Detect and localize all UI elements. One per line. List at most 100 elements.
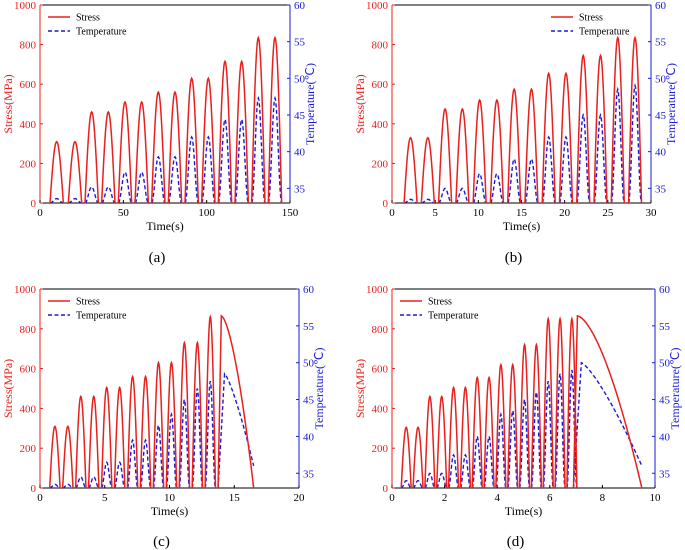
x-tick-label: 10 — [164, 492, 176, 504]
y-tick-label: 400 — [372, 403, 389, 415]
x-tick-label: 5 — [102, 492, 108, 504]
x-tick-label: 15 — [516, 207, 528, 219]
y2-tick-label: 45 — [655, 110, 667, 122]
y-tick-label: 600 — [372, 364, 389, 376]
legend-temperature-label: Temperature — [428, 311, 479, 322]
x-tick-label: 30 — [646, 207, 658, 219]
x-tick-label: 0 — [37, 492, 43, 504]
x-tick-label: 8 — [600, 492, 606, 504]
y-tick-label: 200 — [372, 443, 389, 455]
legend: Stress Temperature — [400, 297, 479, 322]
x-tick-label: 4 — [494, 492, 500, 504]
legend-temperature-label: Temperature — [579, 27, 630, 38]
y-tick-label: 800 — [372, 40, 389, 52]
y2-tick-label: 55 — [659, 321, 671, 333]
y2-tick-label: 55 — [303, 321, 315, 333]
y2-axis-label: Temperature(℃) — [312, 348, 326, 430]
legend: Stress Temperature — [48, 13, 127, 38]
chart-panel-b: 0 5 10 15 20 25 30 0 200 400 600 800 1000 35 40 45 50 55 6… — [353, 0, 678, 266]
y2-tick-label: 45 — [303, 395, 315, 407]
y-axis-label: Stress(MPa) — [1, 74, 15, 133]
y2-axis-label: Temperature(℃) — [668, 348, 682, 430]
y2-tick-label: 55 — [294, 37, 306, 49]
y2-axis-label: Temperature(℃) — [303, 63, 317, 145]
y-tick-label: 400 — [372, 119, 389, 131]
legend: Stress Temperature — [48, 297, 127, 322]
temperature-series-line — [49, 95, 283, 204]
y-tick-label: 400 — [20, 403, 37, 415]
x-tick-label: 20 — [559, 207, 571, 219]
y-tick-label: 400 — [20, 119, 37, 131]
y-tick-label: 800 — [372, 324, 389, 336]
y2-tick-label: 50 — [655, 73, 667, 85]
x-tick-label: 15 — [229, 492, 241, 504]
x-axis-label: Time(s) — [503, 219, 541, 233]
x-tick-label: 0 — [389, 207, 395, 219]
legend-stress-label: Stress — [579, 13, 603, 24]
y-tick-label: 1000 — [14, 284, 37, 296]
x-tick-label: 5 — [432, 207, 438, 219]
y2-tick-label: 60 — [655, 0, 667, 12]
y-tick-label: 1000 — [366, 0, 389, 12]
panel-caption: (a) — [149, 250, 166, 266]
y2-tick-label: 45 — [659, 395, 671, 407]
y-tick-label: 0 — [31, 483, 37, 495]
y2-tick-label: 50 — [303, 358, 315, 370]
legend-temperature-label: Temperature — [76, 27, 127, 38]
y-axis-label: Stress(MPa) — [353, 359, 367, 418]
legend-stress-label: Stress — [76, 297, 100, 308]
x-tick-label: 2 — [442, 492, 448, 504]
x-tick-label: 10 — [473, 207, 485, 219]
legend-stress-label: Stress — [76, 13, 100, 24]
y-tick-label: 0 — [383, 198, 389, 210]
x-tick-label: 100 — [198, 207, 215, 219]
x-tick-label: 20 — [294, 492, 306, 504]
y-tick-label: 600 — [372, 79, 389, 91]
x-tick-label: 0 — [389, 492, 395, 504]
stress-series-line — [49, 35, 283, 204]
y-axis-label: Stress(MPa) — [1, 359, 15, 418]
x-tick-label: 10 — [650, 492, 662, 504]
x-axis-label: Time(s) — [146, 219, 184, 233]
x-tick-label: 6 — [547, 492, 553, 504]
y2-tick-label: 35 — [294, 183, 306, 195]
x-tick-label: 25 — [602, 207, 614, 219]
y2-tick-label: 35 — [303, 468, 315, 480]
y-tick-label: 0 — [31, 198, 37, 210]
y-tick-label: 200 — [372, 158, 389, 170]
y-tick-label: 600 — [20, 364, 37, 376]
y-tick-label: 1000 — [366, 284, 389, 296]
legend-stress-label: Stress — [428, 297, 452, 308]
x-tick-label: 0 — [37, 207, 43, 219]
y2-tick-label: 60 — [303, 284, 315, 296]
y2-tick-label: 35 — [655, 183, 667, 195]
y2-tick-label: 55 — [655, 37, 667, 49]
y-tick-label: 800 — [20, 40, 37, 52]
panel-caption: (b) — [505, 250, 523, 266]
y-tick-label: 200 — [20, 158, 37, 170]
y-tick-label: 200 — [20, 443, 37, 455]
chart-panel-d: 0 2 4 6 8 10 0 200 400 600 800 1000 35 40 45 50 55 60 Time… — [353, 284, 682, 550]
stress-series-line — [48, 314, 255, 489]
y-tick-label: 800 — [20, 324, 37, 336]
temperature-series-line — [404, 82, 643, 204]
legend-temperature-label: Temperature — [76, 311, 127, 322]
temperature-series-line — [49, 372, 255, 489]
y2-tick-label: 50 — [294, 73, 306, 85]
y-axis-label: Stress(MPa) — [353, 74, 367, 133]
x-axis-label: Time(s) — [505, 504, 543, 518]
legend: Stress Temperature — [551, 13, 630, 38]
y2-axis-label: Temperature(℃) — [664, 63, 678, 145]
y2-tick-label: 45 — [294, 110, 306, 122]
x-tick-label: 50 — [118, 207, 130, 219]
stress-series-line — [403, 35, 643, 204]
y2-tick-label: 40 — [303, 431, 315, 443]
x-axis-label: Time(s) — [151, 504, 189, 518]
y2-tick-label: 60 — [294, 0, 306, 12]
temperature-series-line — [400, 361, 643, 489]
y-tick-label: 1000 — [14, 0, 37, 12]
panel-caption: (d) — [507, 534, 525, 550]
y2-tick-label: 60 — [659, 284, 671, 296]
y-tick-label: 0 — [383, 483, 389, 495]
